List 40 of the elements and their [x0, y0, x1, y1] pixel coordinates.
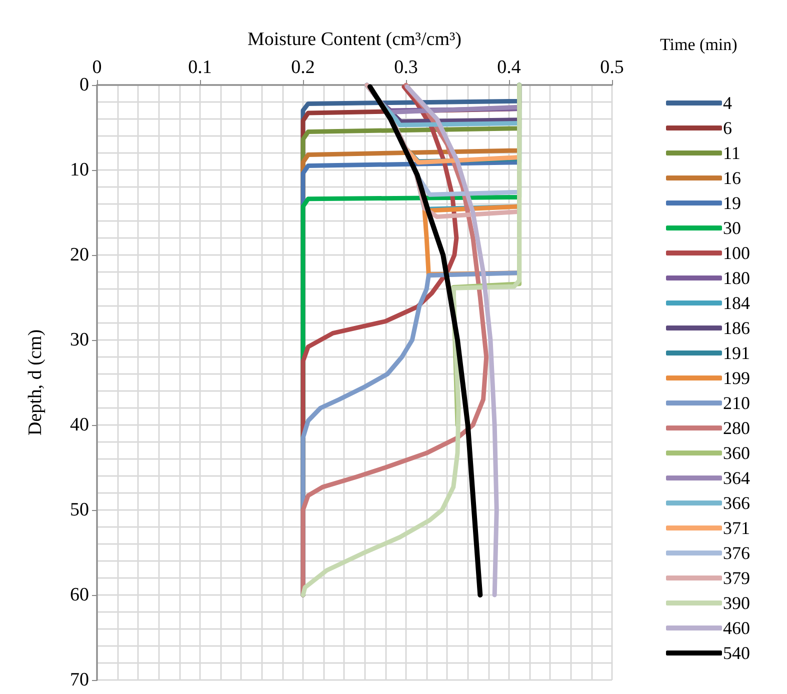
y-tick-label: 10 — [70, 160, 89, 180]
legend-label: 390 — [723, 593, 750, 613]
legend-label: 191 — [723, 343, 750, 363]
legend-label: 199 — [723, 368, 750, 388]
x-tick-label: 0 — [92, 57, 102, 78]
legend-label: 4 — [723, 93, 732, 113]
legend-label: 460 — [723, 618, 750, 638]
legend-label: 210 — [723, 393, 750, 413]
y-tick-label: 30 — [70, 330, 89, 350]
y-axis-title: Depth, d (cm) — [25, 329, 46, 436]
legend-label: 30 — [723, 218, 741, 238]
y-tick-label: 50 — [70, 500, 89, 520]
legend-label: 184 — [723, 293, 750, 313]
legend-label: 376 — [723, 543, 750, 563]
y-tick-label: 20 — [70, 244, 89, 266]
legend-label: 186 — [723, 318, 750, 338]
legend-label: 540 — [723, 643, 750, 663]
x-tick-label: 0.5 — [600, 57, 624, 78]
legend-label: 280 — [723, 418, 750, 438]
legend-label: 371 — [723, 518, 750, 538]
legend-label: 19 — [723, 193, 741, 213]
x-tick-label: 0.1 — [188, 57, 212, 78]
x-axis-title: Moisture Content (cm³/cm³) — [247, 29, 462, 50]
x-tick-label: 0.4 — [497, 57, 522, 78]
y-tick-label: 60 — [70, 584, 89, 606]
y-tick-label: 70 — [70, 670, 89, 690]
y-tick-label: 40 — [70, 414, 89, 436]
legend-label: 100 — [723, 243, 750, 263]
legend-label: 364 — [723, 468, 750, 488]
legend-label: 360 — [723, 443, 750, 463]
legend-label: 180 — [723, 268, 750, 288]
legend-title: Time (min) — [660, 35, 738, 54]
x-tick-label: 0.3 — [394, 57, 418, 78]
x-tick-label: 0.2 — [291, 57, 315, 78]
y-tick-label: 0 — [80, 74, 89, 96]
legend-label: 379 — [723, 568, 750, 588]
legend-label: 366 — [723, 493, 750, 513]
legend-label: 16 — [723, 168, 741, 188]
legend-label: 6 — [723, 118, 732, 138]
legend-label: 11 — [723, 143, 740, 163]
